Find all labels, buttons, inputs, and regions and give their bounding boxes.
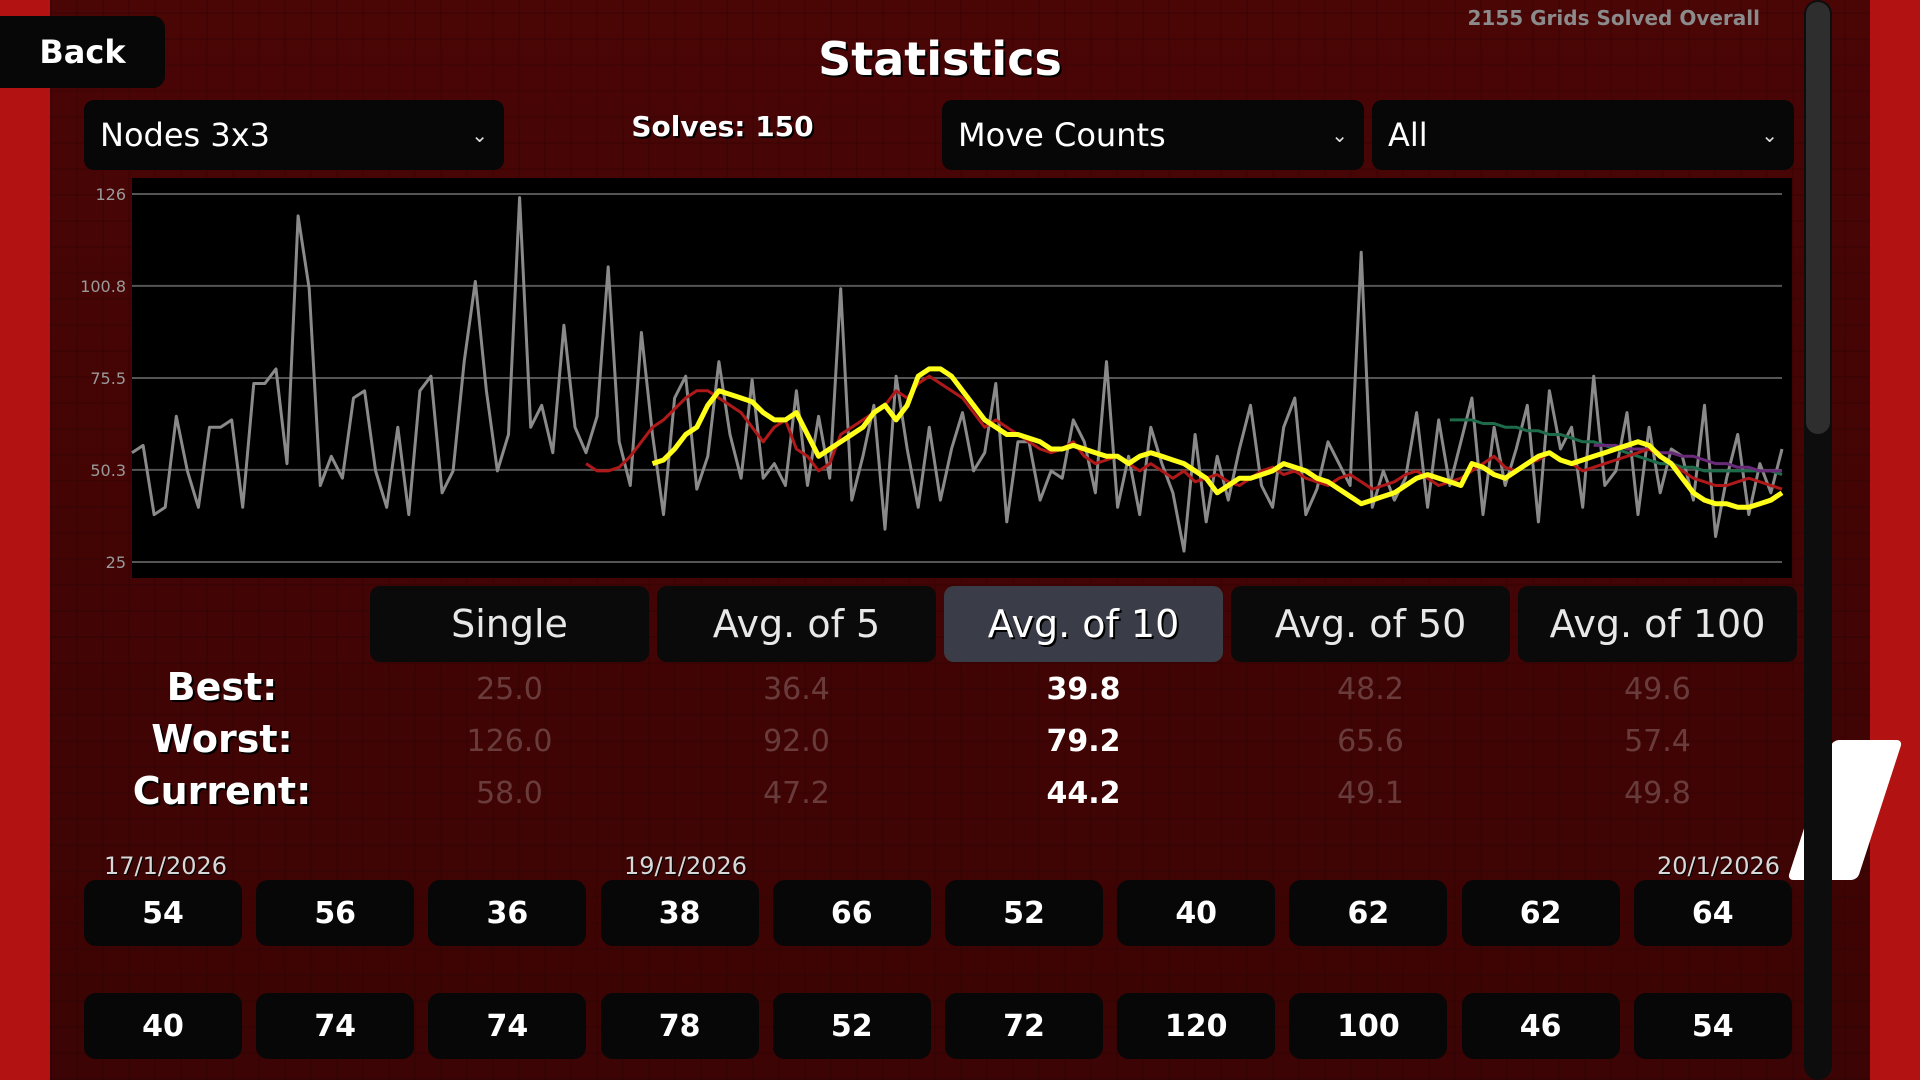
- worst-value: 92.0: [763, 724, 830, 759]
- y-tick-label: 75.5: [90, 369, 126, 388]
- best-value: 48.2: [1337, 672, 1404, 707]
- current-value: 49.8: [1624, 776, 1691, 811]
- date-label: 20/1/2026: [1657, 852, 1781, 880]
- solve-cell[interactable]: 62: [1289, 880, 1448, 946]
- solve-cell[interactable]: 40: [1117, 880, 1276, 946]
- back-button[interactable]: Back: [0, 16, 165, 88]
- metric-dropdown[interactable]: Move Counts ⌄: [942, 100, 1364, 170]
- metric-dropdown-value: Move Counts: [958, 116, 1166, 154]
- current-value: 49.1: [1337, 776, 1404, 811]
- y-tick-label: 100.8: [80, 277, 126, 296]
- date-label: 19/1/2026: [624, 852, 748, 880]
- solve-cell[interactable]: 62: [1461, 880, 1620, 946]
- solve-cell[interactable]: 56: [256, 880, 415, 946]
- solve-cell[interactable]: 52: [772, 993, 931, 1059]
- range-dropdown-value: All: [1388, 116, 1428, 154]
- solve-cell[interactable]: 66: [772, 880, 931, 946]
- tab-avg-of-50[interactable]: Avg. of 50: [1231, 586, 1510, 662]
- best-value: 49.6: [1624, 672, 1691, 707]
- current-value: 58.0: [476, 776, 543, 811]
- worst-value: 65.6: [1337, 724, 1404, 759]
- average-tabs: Single Avg. of 5 Avg. of 10 Avg. of 50 A…: [370, 586, 1797, 662]
- grids-solved-overall: 2155 Grids Solved Overall: [1467, 6, 1761, 30]
- solve-cell[interactable]: 40: [84, 993, 242, 1059]
- page-title: Statistics: [818, 32, 1062, 86]
- solve-cell[interactable]: 36: [428, 880, 587, 946]
- solve-cell[interactable]: 120: [1117, 993, 1276, 1059]
- move-count-chart: 25 50.3 75.5 100.8 126: [80, 178, 1792, 578]
- solve-cell[interactable]: 54: [84, 880, 242, 946]
- right-background-strip: [1870, 0, 1920, 1080]
- tab-avg-of-10[interactable]: Avg. of 10: [944, 586, 1223, 662]
- tab-avg-of-5[interactable]: Avg. of 5: [657, 586, 936, 662]
- chevron-down-icon: ⌄: [1761, 123, 1778, 147]
- best-label: Best:: [166, 665, 278, 709]
- scrollbar-thumb[interactable]: [1806, 2, 1830, 434]
- tab-avg-of-100[interactable]: Avg. of 100: [1518, 586, 1797, 662]
- y-tick-label: 25: [106, 553, 126, 572]
- best-value: 36.4: [763, 672, 830, 707]
- solve-cell[interactable]: 38: [600, 880, 759, 946]
- y-tick-label: 50.3: [90, 461, 126, 480]
- tab-single[interactable]: Single: [370, 586, 649, 662]
- worst-value: 79.2: [1046, 724, 1121, 759]
- solve-cell[interactable]: 64: [1633, 880, 1792, 946]
- worst-value: 57.4: [1624, 724, 1691, 759]
- range-dropdown[interactable]: All ⌄: [1372, 100, 1794, 170]
- y-tick-label: 126: [95, 185, 126, 204]
- worst-value: 126.0: [466, 724, 553, 759]
- left-background-strip: [0, 0, 50, 1080]
- solve-cell[interactable]: 100: [1289, 993, 1448, 1059]
- solve-cell[interactable]: 74: [256, 993, 415, 1059]
- puzzle-dropdown-value: Nodes 3x3: [100, 116, 271, 154]
- worst-label: Worst:: [151, 717, 293, 761]
- current-label: Current:: [132, 769, 312, 813]
- solves-count: Solves: 150: [631, 110, 814, 143]
- current-value: 44.2: [1046, 776, 1121, 811]
- solve-cell[interactable]: 78: [600, 993, 759, 1059]
- date-label: 17/1/2026: [104, 852, 228, 880]
- solve-cell[interactable]: 72: [945, 993, 1103, 1059]
- solve-cell[interactable]: 46: [1461, 993, 1620, 1059]
- chevron-down-icon: ⌄: [471, 123, 488, 147]
- solve-cell[interactable]: 54: [1633, 993, 1792, 1059]
- chevron-down-icon: ⌄: [1331, 123, 1348, 147]
- current-value: 47.2: [763, 776, 830, 811]
- puzzle-dropdown[interactable]: Nodes 3x3 ⌄: [84, 100, 504, 170]
- solve-cell[interactable]: 74: [428, 993, 587, 1059]
- solve-cell[interactable]: 52: [945, 880, 1103, 946]
- best-value: 25.0: [476, 672, 543, 707]
- best-value: 39.8: [1046, 672, 1121, 707]
- series-line-avg10: [651, 366, 1784, 510]
